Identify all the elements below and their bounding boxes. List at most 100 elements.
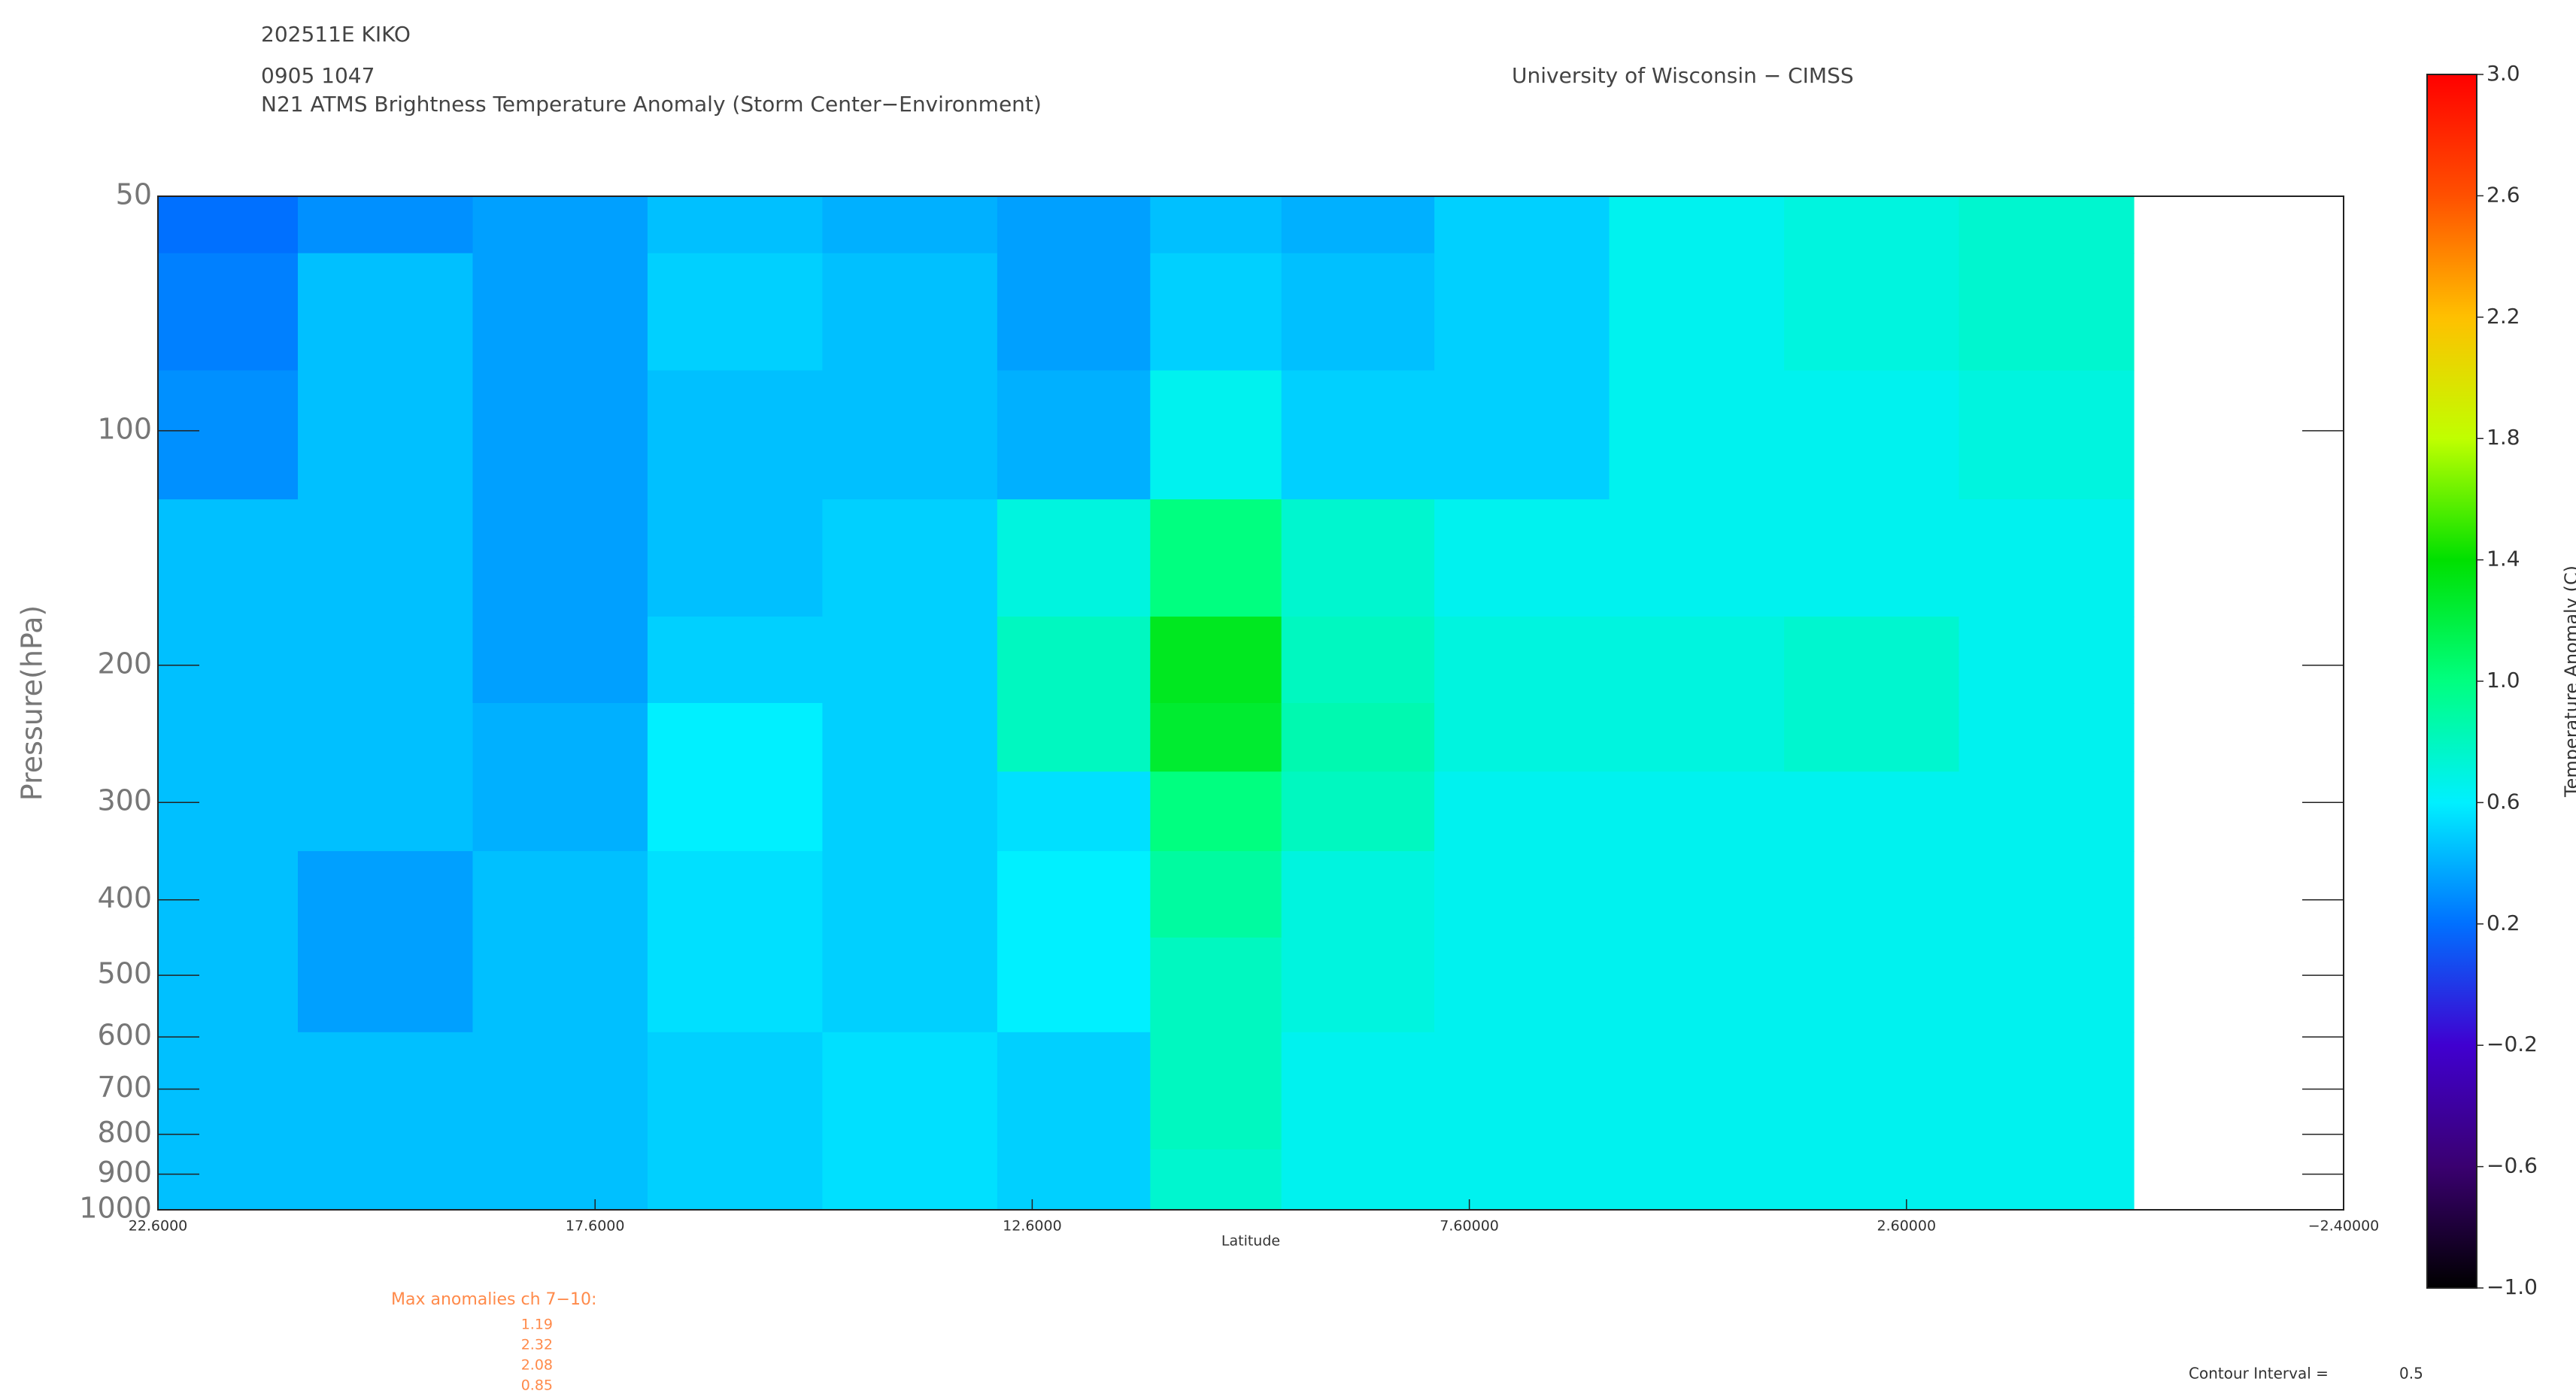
y-tick-label: 400	[97, 881, 152, 914]
anomaly-cell	[1784, 1032, 1960, 1150]
anomaly-cell	[997, 1149, 1151, 1210]
anomaly-cell	[158, 499, 299, 617]
anomaly-cell	[1434, 937, 1610, 1033]
anomaly-cell	[1784, 253, 1960, 371]
anomaly-cell	[1784, 1149, 1960, 1210]
colorbar-tick-label: −1.0	[2486, 1274, 2538, 1299]
anomaly-cell	[1959, 370, 2135, 500]
x-tick-label: 22.6000	[129, 1218, 188, 1235]
colorbar	[2426, 74, 2477, 1289]
anomaly-cell	[647, 937, 824, 1033]
colorbar-tick-label: 1.4	[2486, 547, 2520, 571]
anomaly-cell	[647, 253, 824, 371]
anomaly-cell	[297, 937, 474, 1033]
anomaly-cell	[997, 1032, 1151, 1150]
anomaly-cell	[1150, 703, 1282, 772]
anomaly-cell	[1281, 253, 1435, 371]
colorbar-tick-label: 3.0	[2486, 61, 2520, 86]
anomaly-cell	[997, 850, 1151, 938]
colorbar-tick-label: −0.2	[2486, 1032, 2538, 1056]
anomaly-cell	[1609, 617, 1785, 704]
anomaly-cell	[1150, 850, 1282, 938]
anomaly-cell	[997, 253, 1151, 371]
y-tick-label: 900	[97, 1156, 152, 1189]
max-anomaly: 1.19	[521, 1317, 553, 1333]
anomaly-cell	[822, 937, 998, 1033]
anomaly-cell	[1959, 1032, 2135, 1150]
anomaly-cell	[647, 703, 824, 772]
anomaly-cell	[1959, 253, 2135, 371]
anomaly-cell	[158, 771, 299, 852]
anomaly-cell	[1784, 703, 1960, 772]
anomaly-cell	[1959, 703, 2135, 772]
anomaly-cell	[1609, 1149, 1785, 1210]
anomaly-cell	[822, 771, 998, 852]
anomaly-cell	[472, 703, 648, 772]
y-tick-label: 800	[97, 1116, 152, 1149]
anomaly-cell	[1784, 617, 1960, 704]
anomaly-cell	[1281, 937, 1435, 1033]
anomaly-cell	[1434, 253, 1610, 371]
anomaly-cell	[158, 1149, 299, 1210]
anomaly-cell	[297, 1149, 474, 1210]
anomaly-cell	[822, 253, 998, 371]
contour-interval: 0.5	[2399, 1365, 2423, 1383]
anomaly-cell	[997, 370, 1151, 500]
anomaly-cell	[1609, 703, 1785, 772]
anomaly-cell	[297, 617, 474, 704]
anomaly-cell	[472, 196, 648, 254]
anomaly-cell	[1434, 1032, 1610, 1150]
anomaly-cell	[647, 1032, 824, 1150]
anomaly-cell	[1609, 771, 1785, 852]
anomaly-cell	[472, 850, 648, 938]
anomaly-cell	[1434, 196, 1610, 254]
anomaly-cell	[1784, 499, 1960, 617]
anomaly-cell	[822, 499, 998, 617]
anomaly-cell	[1281, 1032, 1435, 1150]
y-tick-label: 200	[97, 647, 152, 680]
contour-interval-label: Contour Interval =	[2189, 1365, 2329, 1383]
anomaly-cell	[1150, 370, 1282, 500]
y-tick-label: 100	[97, 412, 152, 445]
date-time: 0905 1047	[261, 63, 375, 88]
anomaly-cell	[472, 1032, 648, 1150]
plot-frame	[157, 195, 2344, 1211]
storm-id: 202511E KIKO	[261, 22, 411, 47]
anomaly-cell	[297, 370, 474, 500]
anomaly-cell	[647, 771, 824, 852]
y-axis-label: Pressure(hPa)	[16, 605, 49, 802]
anomaly-cell	[1609, 937, 1785, 1033]
anomaly-cell	[647, 370, 824, 500]
colorbar-tick-label: 2.2	[2486, 304, 2520, 329]
anomaly-cell	[1434, 499, 1610, 617]
anomaly-cell	[472, 617, 648, 704]
anomaly-cell	[647, 617, 824, 704]
contour-field	[158, 196, 2135, 1210]
anomaly-cell	[472, 370, 648, 500]
colorbar-tick-label: 0.6	[2486, 789, 2520, 814]
anomaly-cell	[1959, 1149, 2135, 1210]
anomaly-cell	[1150, 937, 1282, 1033]
anomaly-cell	[1434, 370, 1610, 500]
max-anomalies-title: Max anomalies ch 7−10:	[391, 1290, 596, 1309]
anomaly-cell	[647, 1149, 824, 1210]
anomaly-cell	[1784, 937, 1960, 1033]
anomaly-cell	[1434, 1149, 1610, 1210]
x-tick-label: −2.40000	[2308, 1218, 2380, 1235]
colorbar-tick-label: 1.8	[2486, 425, 2520, 450]
anomaly-cell	[1609, 499, 1785, 617]
anomaly-cell	[997, 196, 1151, 254]
anomaly-cell	[297, 1032, 474, 1150]
y-tick-label: 1000	[79, 1192, 152, 1225]
anomaly-cell	[1959, 499, 2135, 617]
anomaly-cell	[158, 253, 299, 371]
anomaly-cell	[822, 850, 998, 938]
anomaly-cell	[158, 1032, 299, 1150]
anomaly-cell	[1784, 771, 1960, 852]
anomaly-cell	[1609, 1032, 1785, 1150]
chart-title: N21 ATMS Brightness Temperature Anomaly …	[261, 92, 1042, 117]
anomaly-cell	[1784, 196, 1960, 254]
anomaly-cell	[997, 499, 1151, 617]
anomaly-cell	[1959, 771, 2135, 852]
anomaly-cell	[1150, 499, 1282, 617]
